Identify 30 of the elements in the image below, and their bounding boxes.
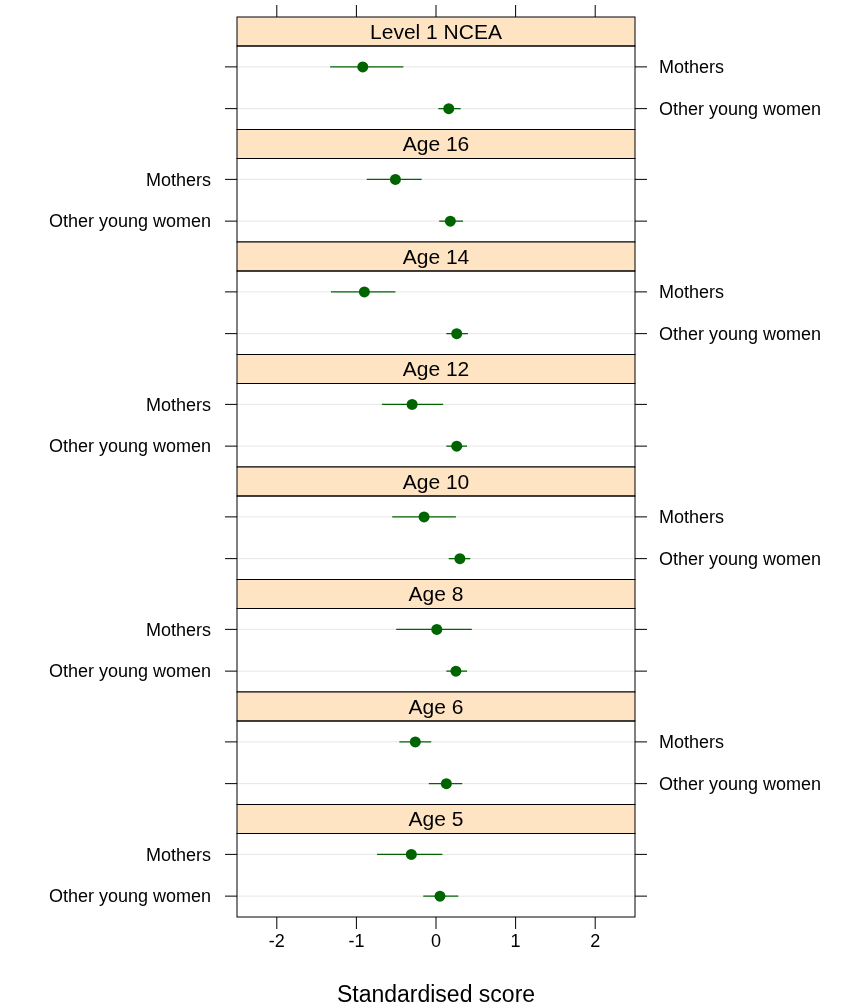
y-tick-label: Mothers bbox=[145, 169, 211, 190]
y-tick-label: Mothers bbox=[145, 844, 211, 865]
x-tick-label: -2 bbox=[268, 931, 285, 951]
y-tick-label: Other young women bbox=[48, 886, 211, 907]
y-tick-label: Mothers bbox=[145, 619, 211, 640]
y-tick-label: Other young women bbox=[659, 548, 822, 569]
chart-title: Age 6 bbox=[408, 694, 464, 718]
y-tick-label: Mothers bbox=[659, 732, 725, 753]
y-tick-label: Other young women bbox=[659, 323, 822, 344]
y-tick-label: Other young women bbox=[48, 211, 211, 232]
x-tick-label: 2 bbox=[590, 931, 601, 951]
x-tick-label: 0 bbox=[430, 931, 442, 951]
x-tick-label: -1 bbox=[348, 931, 365, 951]
chart-title: Level 1 NCEA bbox=[370, 19, 502, 43]
y-tick-label: Other young women bbox=[659, 773, 822, 794]
chart-title: Age 10 bbox=[402, 469, 470, 493]
chart-title: Age 8 bbox=[408, 582, 464, 606]
chart-title: Age 14 bbox=[402, 244, 470, 268]
x-tick-label: 1 bbox=[510, 931, 521, 951]
y-tick-label: Mothers bbox=[659, 282, 725, 303]
chart-title: Age 12 bbox=[402, 357, 470, 381]
x-axis-title: Standardised score bbox=[336, 981, 536, 1005]
y-tick-label: Mothers bbox=[659, 507, 725, 528]
y-tick-label: Mothers bbox=[659, 57, 725, 78]
y-tick-label: Mothers bbox=[145, 394, 211, 415]
chart-title: Age 16 bbox=[402, 132, 470, 156]
chart-title: Age 5 bbox=[408, 807, 464, 831]
y-tick-label: Other young women bbox=[659, 98, 822, 119]
y-tick-label: Other young women bbox=[48, 661, 211, 682]
y-tick-label: Other young women bbox=[48, 436, 211, 457]
